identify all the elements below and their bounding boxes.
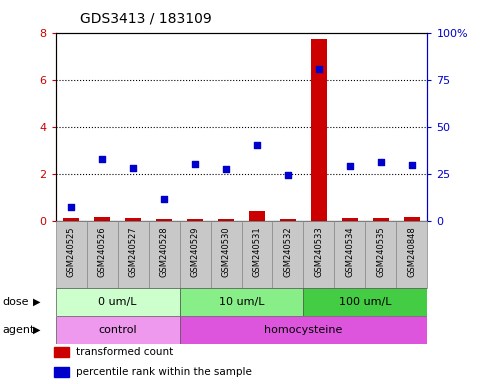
Bar <box>404 217 420 221</box>
Bar <box>211 221 242 288</box>
Point <box>67 204 75 210</box>
Point <box>315 66 323 72</box>
Text: agent: agent <box>2 325 35 335</box>
Point <box>377 159 385 166</box>
Text: GSM240525: GSM240525 <box>67 227 75 277</box>
Text: GSM240534: GSM240534 <box>345 227 355 277</box>
Bar <box>125 218 141 221</box>
Bar <box>56 221 86 288</box>
Text: GSM240528: GSM240528 <box>159 227 169 277</box>
Bar <box>303 288 427 316</box>
Bar <box>156 219 172 221</box>
Bar <box>311 39 327 221</box>
Text: 100 um/L: 100 um/L <box>339 297 392 307</box>
Bar <box>54 347 69 357</box>
Bar <box>242 221 272 288</box>
Point <box>346 163 354 169</box>
Bar <box>117 221 149 288</box>
Point <box>408 162 416 168</box>
Text: GSM240531: GSM240531 <box>253 227 261 277</box>
Bar <box>54 367 69 377</box>
Bar <box>187 219 203 221</box>
Text: 10 um/L: 10 um/L <box>219 297 264 307</box>
Text: ▶: ▶ <box>33 297 41 307</box>
Bar <box>86 221 117 288</box>
Text: 0 um/L: 0 um/L <box>98 297 137 307</box>
Text: homocysteine: homocysteine <box>264 325 342 335</box>
Point <box>191 161 199 167</box>
Bar <box>373 218 389 221</box>
Text: dose: dose <box>2 297 29 307</box>
Bar <box>249 211 265 221</box>
Bar <box>272 221 303 288</box>
Bar <box>334 221 366 288</box>
Bar <box>180 288 303 316</box>
Bar <box>180 316 427 344</box>
Text: GSM240535: GSM240535 <box>376 227 385 277</box>
Point <box>284 172 292 178</box>
Text: GSM240533: GSM240533 <box>314 227 324 277</box>
Bar <box>180 221 211 288</box>
Text: transformed count: transformed count <box>76 347 174 357</box>
Text: GSM240532: GSM240532 <box>284 227 293 277</box>
Text: control: control <box>98 325 137 335</box>
Bar <box>280 219 296 221</box>
Bar <box>366 221 397 288</box>
Text: ▶: ▶ <box>33 325 41 335</box>
Point <box>98 156 106 162</box>
Text: GSM240530: GSM240530 <box>222 227 230 277</box>
Bar <box>218 219 234 221</box>
Bar <box>94 217 110 221</box>
Text: GDS3413 / 183109: GDS3413 / 183109 <box>80 12 212 25</box>
Text: GSM240527: GSM240527 <box>128 227 138 277</box>
Point <box>160 196 168 202</box>
Text: GSM240848: GSM240848 <box>408 227 416 277</box>
Bar <box>397 221 427 288</box>
Bar <box>56 316 180 344</box>
Point <box>129 164 137 170</box>
Bar <box>63 218 79 221</box>
Bar <box>303 221 334 288</box>
Text: GSM240529: GSM240529 <box>190 227 199 277</box>
Point <box>253 142 261 149</box>
Bar <box>149 221 180 288</box>
Text: GSM240526: GSM240526 <box>98 227 107 277</box>
Bar <box>56 288 180 316</box>
Bar <box>342 218 358 221</box>
Text: percentile rank within the sample: percentile rank within the sample <box>76 367 252 377</box>
Point <box>222 166 230 172</box>
